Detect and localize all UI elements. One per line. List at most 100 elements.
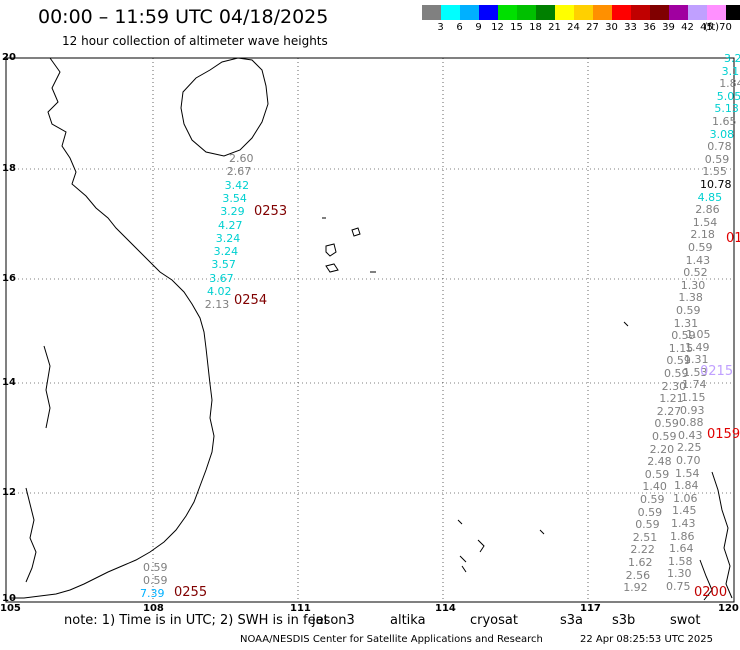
time-label: 0200 [694, 585, 728, 600]
wave-height-value: 0.59 [143, 561, 168, 574]
agency-credit: NOAA/NESDIS Center for Satellite Applica… [240, 634, 543, 645]
wave-height-value: 0.59 [652, 430, 677, 443]
sat-legend-swot: swot [670, 613, 701, 628]
scale-swatch [726, 5, 740, 20]
wave-height-value: 0.59 [666, 354, 691, 368]
wave-height-value: 1.45 [672, 504, 697, 518]
wave-height-value: 0.59 [676, 304, 701, 317]
wave-height-value: 1.30 [667, 567, 692, 581]
wave-height-value: 0.88 [679, 416, 704, 430]
wave-height-value: 2.67 [226, 165, 252, 179]
cambodia-coastline [25, 487, 37, 583]
wave-height-value: 3.29 [220, 205, 245, 219]
wave-height-value: 5.05 [716, 89, 740, 103]
scale-label: 3 [437, 22, 444, 33]
time-label: 0254 [234, 293, 268, 308]
wave-height-value: 2.20 [649, 442, 675, 456]
wave-height-value: 2.30 [661, 379, 687, 393]
wave-height-value: 1.30 [680, 278, 706, 292]
wave-height-value: 0.59 [664, 367, 689, 380]
wave-height-value: 0.59 [654, 417, 679, 431]
wave-height-value: 4.02 [207, 285, 232, 298]
lat-label-16: 16 [2, 273, 16, 284]
wave-height-value: 0.59 [644, 467, 670, 481]
scale-label: 18 [529, 22, 542, 33]
wave-height-value: 2.56 [625, 568, 651, 582]
wave-height-value: 1.86 [670, 529, 695, 543]
grid-lines [6, 58, 734, 602]
wave-height-value: 1.62 [628, 556, 653, 569]
wave-height-value: 3.54 [222, 191, 247, 205]
lon-label-117: 117 [580, 603, 601, 614]
lon-label-120: 120 [718, 603, 739, 614]
scale-label: 70 [719, 22, 732, 33]
lat-label-14: 14 [2, 377, 16, 388]
scale-swatch [593, 5, 612, 20]
lat-label-20: 20 [2, 52, 16, 63]
wave-height-value: 3.11 [721, 64, 740, 78]
scale-swatch [460, 5, 479, 20]
wave-height-value: 3.2 [724, 52, 740, 65]
scale-label: 45 [700, 22, 713, 33]
wave-height-value: 1.64 [669, 542, 694, 556]
paracel-islands [322, 217, 376, 273]
vietnam-coastline [10, 57, 215, 599]
wave-height-value: 3.57 [211, 258, 236, 272]
sat-legend-cryosat: cryosat [470, 613, 518, 628]
wave-height-value: 1.92 [623, 581, 648, 595]
philippines-coastline [711, 471, 733, 599]
sat-legend-altika: altika [390, 613, 426, 628]
sat-legend-s3a: s3a [560, 613, 584, 628]
time-label: 01 [726, 231, 740, 246]
wave-height-value: 1.05 [686, 328, 711, 341]
wave-height-value: 2.48 [647, 455, 672, 469]
wave-height-value: 0.59 [635, 518, 660, 532]
lat-label-10: 10 [2, 593, 16, 604]
wave-height-value: 0.78 [707, 140, 732, 154]
scale-label: 30 [605, 22, 618, 33]
scale-swatch [574, 5, 593, 20]
scale-swatch [612, 5, 631, 20]
wave-height-value: 1.40 [642, 480, 667, 494]
wave-height-value: 1.31 [673, 316, 699, 330]
scale-swatch [498, 5, 517, 20]
wave-height-value: 4.27 [218, 218, 243, 232]
generated-timestamp: 22 Apr 08:25:53 UTC 2025 [580, 634, 713, 645]
wave-height-value: 0.43 [678, 428, 703, 442]
wave-height-value: 1.53 [683, 365, 708, 379]
wave-height-value: 2.27 [656, 404, 682, 418]
lon-label-114: 114 [435, 603, 456, 614]
wave-height-value: 2.25 [677, 441, 702, 455]
wave-height-value: 1.31 [684, 353, 709, 367]
sat-legend-s3b: s3b [612, 613, 636, 628]
sat-legend-jason3: jason3 [312, 613, 355, 628]
wave-height-value: 0.75 [666, 580, 691, 593]
time-label: 0159 [707, 427, 740, 442]
wave-height-value: 0.52 [683, 266, 708, 280]
time-label: 0215 [700, 364, 734, 379]
wave-height-value: 1.58 [668, 554, 693, 568]
lon-label-108: 108 [143, 603, 164, 614]
wave-height-value: 1.21 [659, 392, 684, 406]
wave-height-value: 3.08 [709, 127, 735, 141]
wave-height-value: 3.24 [213, 245, 239, 259]
scale-swatch [422, 5, 441, 20]
wave-height-value: 1.43 [671, 517, 696, 530]
scale-unit: (ft) [704, 22, 720, 33]
lon-label-111: 111 [290, 603, 311, 614]
wave-height-value: 4.85 [697, 190, 723, 204]
scale-label: 36 [643, 22, 656, 33]
wave-height-value: 3.67 [209, 271, 234, 285]
scale-swatch [631, 5, 650, 20]
lat-label-18: 18 [2, 163, 16, 174]
hainan-coastline [180, 57, 269, 157]
spratly-islands [457, 321, 629, 573]
wave-height-value: 5.13 [714, 102, 739, 116]
wave-height-value: 1.06 [673, 491, 698, 505]
wave-height-value: 1.84 [719, 77, 740, 91]
wave-height-value: 0.59 [640, 493, 665, 506]
wave-height-value: 1.15 [681, 391, 706, 404]
scale-label: 33 [624, 22, 637, 33]
wave-height-value: 1.15 [668, 341, 694, 355]
